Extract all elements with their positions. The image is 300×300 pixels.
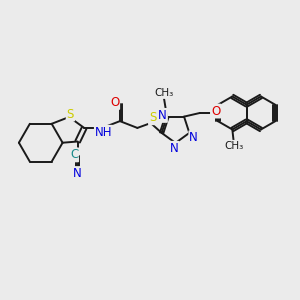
Text: S: S — [67, 108, 74, 121]
Text: N: N — [158, 109, 167, 122]
Text: O: O — [211, 104, 220, 118]
Text: CH₃: CH₃ — [154, 88, 174, 98]
Text: S: S — [149, 111, 156, 124]
Text: NH: NH — [95, 126, 112, 139]
Text: N: N — [170, 142, 179, 155]
Text: CH₃: CH₃ — [224, 141, 243, 151]
Text: N: N — [189, 131, 198, 144]
Text: C: C — [70, 148, 78, 161]
Text: N: N — [73, 167, 82, 180]
Text: O: O — [110, 96, 119, 109]
